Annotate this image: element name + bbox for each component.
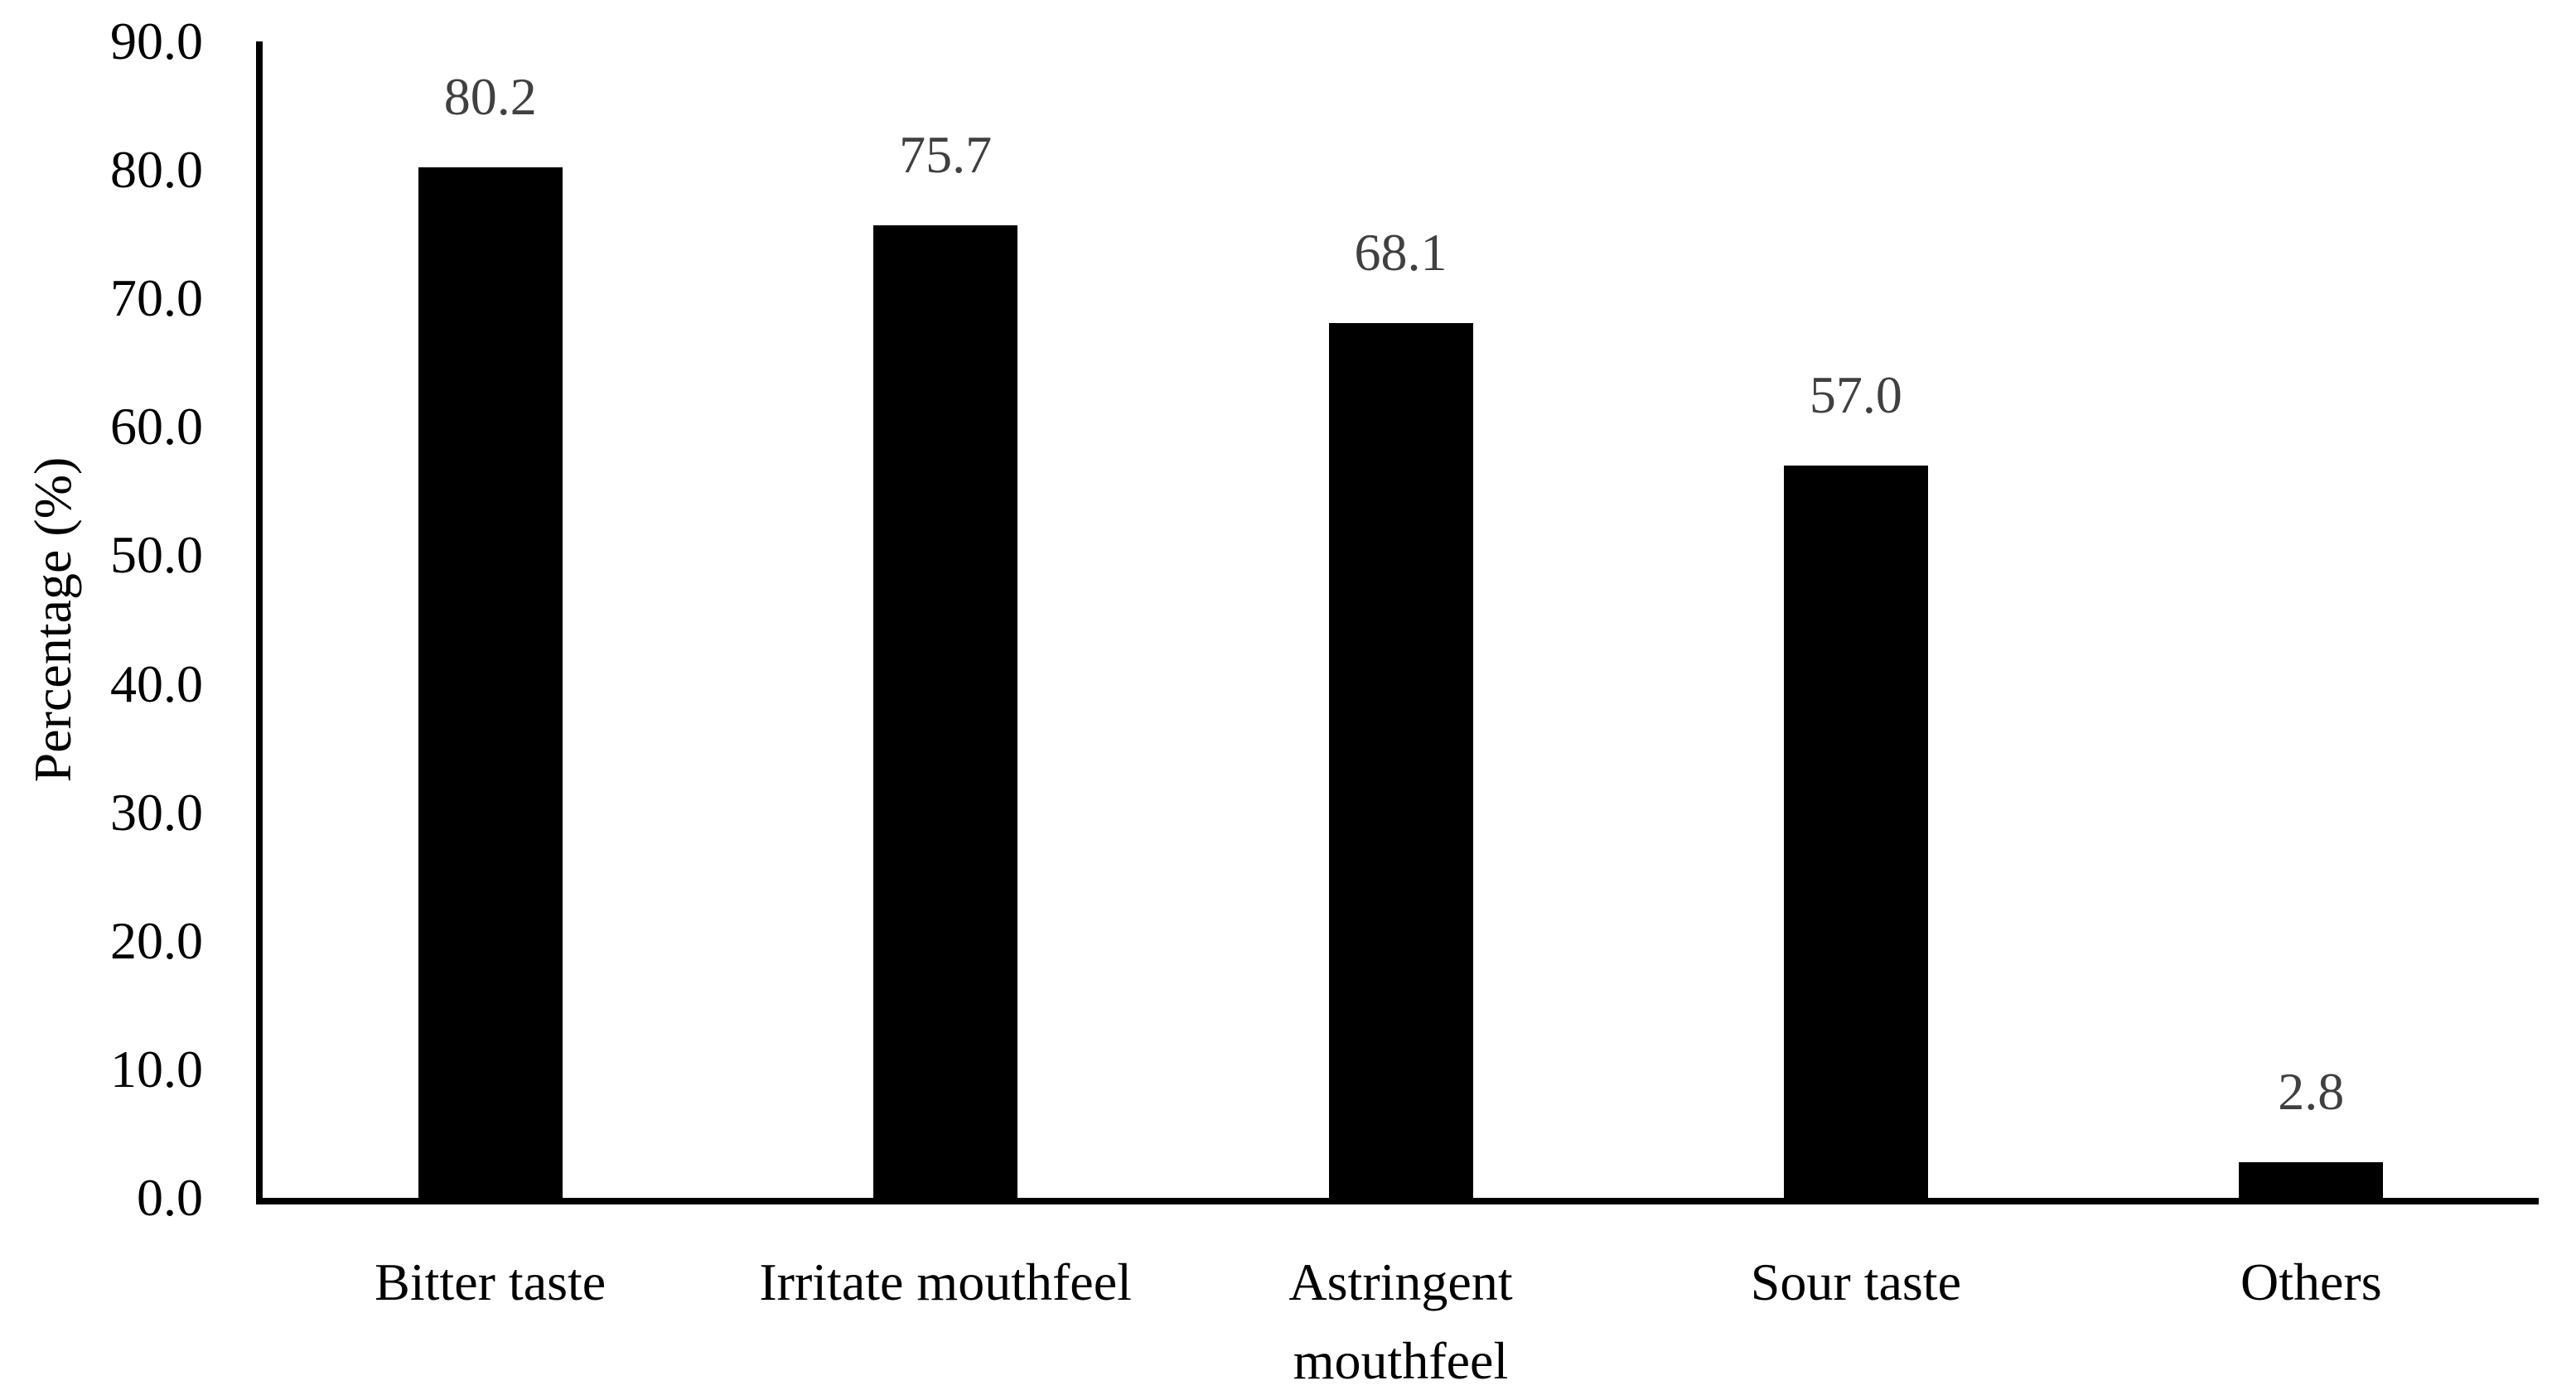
y-tick-label: 50.0: [110, 525, 203, 585]
data-label-bitter-taste: 80.2: [443, 67, 537, 126]
category-label-bitter-taste: Bitter taste: [375, 1253, 607, 1311]
category-label-sour-taste: Sour taste: [1750, 1253, 1961, 1311]
y-tick-label: 20.0: [110, 910, 203, 970]
y-tick-label: 80.0: [110, 140, 203, 200]
bar-astringent: [1328, 322, 1473, 1198]
data-label-irritate-mouthfeel: 75.7: [899, 124, 993, 184]
y-axis-title: Percentage (%): [23, 456, 82, 783]
data-label-sour-taste: 57.0: [1809, 364, 1902, 424]
bar-sour-taste: [1783, 465, 1928, 1198]
data-label-astringent: 68.1: [1354, 222, 1447, 282]
category-label-astringent: Astringent mouthfeel: [1288, 1253, 1513, 1390]
category-label-others: Others: [2240, 1253, 2382, 1311]
y-tick-label: 90.0: [110, 12, 203, 70]
y-tick-label: 30.0: [110, 782, 203, 842]
bar-irritate-mouthfeel: [873, 224, 1018, 1198]
bar-others: [2239, 1161, 2384, 1198]
y-tick-label: 60.0: [110, 397, 203, 456]
bar-bitter-taste: [418, 167, 563, 1198]
y-tick-label: 0.0: [137, 1168, 203, 1227]
category-label-irritate-mouthfeel: Irritate mouthfeel: [759, 1253, 1132, 1311]
plot-area: [256, 41, 2539, 1204]
y-tick-label: 10.0: [110, 1039, 203, 1098]
data-label-others: 2.8: [2278, 1061, 2345, 1121]
y-tick-label: 70.0: [110, 268, 203, 328]
y-tick-label: 40.0: [110, 654, 203, 713]
